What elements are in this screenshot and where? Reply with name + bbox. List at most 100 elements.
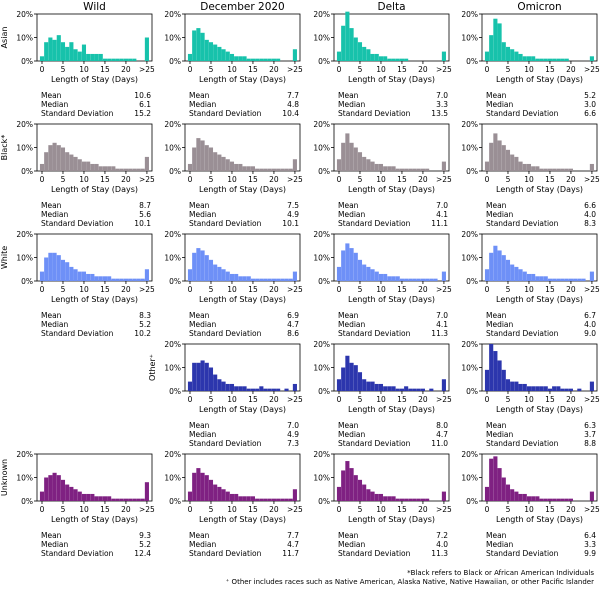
bar <box>387 58 392 61</box>
stat-value: 8.8 <box>584 439 596 448</box>
bar <box>255 58 260 61</box>
bar <box>238 386 243 391</box>
bar <box>514 51 519 61</box>
bar <box>39 163 45 171</box>
stat-value: 6.1 <box>139 100 151 109</box>
bar <box>229 493 235 501</box>
bar <box>399 388 404 391</box>
y-tick-label: 0% <box>21 167 33 176</box>
bar <box>107 58 112 61</box>
bar <box>187 269 193 281</box>
x-tick-label: 0 <box>337 175 342 184</box>
bar <box>522 56 527 61</box>
bar <box>514 491 519 501</box>
bar <box>229 161 235 171</box>
bar <box>425 278 430 281</box>
x-tick-label: 5 <box>506 285 511 294</box>
x-tick-label: 5 <box>506 175 511 184</box>
bar <box>514 381 519 391</box>
bar <box>564 388 569 391</box>
x-tick-label: 15 <box>545 285 555 294</box>
stat-value: 5.2 <box>584 91 596 100</box>
bar <box>531 166 536 171</box>
bar <box>144 156 149 171</box>
bar <box>547 58 552 61</box>
bar <box>568 498 573 501</box>
stat-label: Median <box>486 430 514 439</box>
bar <box>213 374 218 391</box>
bar <box>192 362 197 391</box>
bar <box>225 159 230 171</box>
y-tick-label: 10% <box>164 474 181 483</box>
x-tick-label: 5 <box>506 505 511 514</box>
y-tick-label: 20% <box>313 10 330 19</box>
stat-label: Median <box>338 320 366 329</box>
stat-value: 8.0 <box>436 421 448 430</box>
x-tick-label: >25 <box>436 285 452 294</box>
bar <box>416 278 421 281</box>
bar <box>259 278 264 281</box>
bar <box>196 468 201 501</box>
bar <box>345 133 350 171</box>
bar <box>200 32 205 61</box>
x-tick-label: 20 <box>418 395 428 404</box>
bar <box>250 166 255 171</box>
bar <box>69 42 74 61</box>
stat-value: 7.5 <box>287 201 299 210</box>
bar <box>547 168 552 171</box>
x-tick-label: 10 <box>227 175 237 184</box>
bar <box>568 168 573 171</box>
bar <box>357 42 363 61</box>
bar <box>242 276 247 281</box>
y-tick-label: 20% <box>313 340 330 349</box>
y-tick-label: 20% <box>461 120 478 129</box>
bar <box>132 58 137 61</box>
bar <box>560 278 565 281</box>
bar <box>187 491 193 501</box>
y-tick-label: 10% <box>461 144 478 153</box>
bar <box>192 30 197 61</box>
column-header: December 2020 <box>200 1 285 13</box>
y-tick-label: 20% <box>16 10 33 19</box>
bar <box>552 278 557 281</box>
y-tick-label: 20% <box>164 340 181 349</box>
bar <box>357 479 363 501</box>
bar <box>383 496 388 501</box>
bar <box>225 51 230 61</box>
bar <box>204 145 209 171</box>
bar <box>123 498 128 501</box>
bar <box>136 498 141 501</box>
stat-value: 11.7 <box>282 549 299 558</box>
x-axis-label: Length of Stay (Days) <box>199 75 286 84</box>
bar <box>119 58 124 61</box>
bar <box>39 271 45 281</box>
bar <box>349 248 354 281</box>
bar <box>366 489 371 501</box>
stat-label: Standard Deviation <box>338 549 411 558</box>
x-tick-label: 10 <box>227 285 237 294</box>
bar <box>374 383 379 391</box>
bar <box>200 140 205 171</box>
bar <box>213 484 218 501</box>
bar <box>44 477 49 501</box>
x-tick-label: 15 <box>248 285 258 294</box>
bar <box>263 278 268 281</box>
y-tick-label: 20% <box>164 10 181 19</box>
bar <box>341 470 346 501</box>
bar <box>518 493 523 501</box>
bar <box>107 166 112 171</box>
bar <box>556 168 561 171</box>
x-tick-label: 20 <box>418 505 428 514</box>
bar <box>404 168 409 171</box>
bar <box>288 278 293 281</box>
stat-value: 4.0 <box>584 320 596 329</box>
bar <box>128 168 133 171</box>
bar <box>522 163 527 171</box>
stat-label: Standard Deviation <box>41 109 114 118</box>
footnote: ⁺ Other includes races such as Native Am… <box>226 578 594 586</box>
stat-label: Median <box>41 100 69 109</box>
bar <box>399 278 404 281</box>
bar <box>349 362 354 391</box>
bar <box>73 269 78 281</box>
bar <box>345 461 350 501</box>
